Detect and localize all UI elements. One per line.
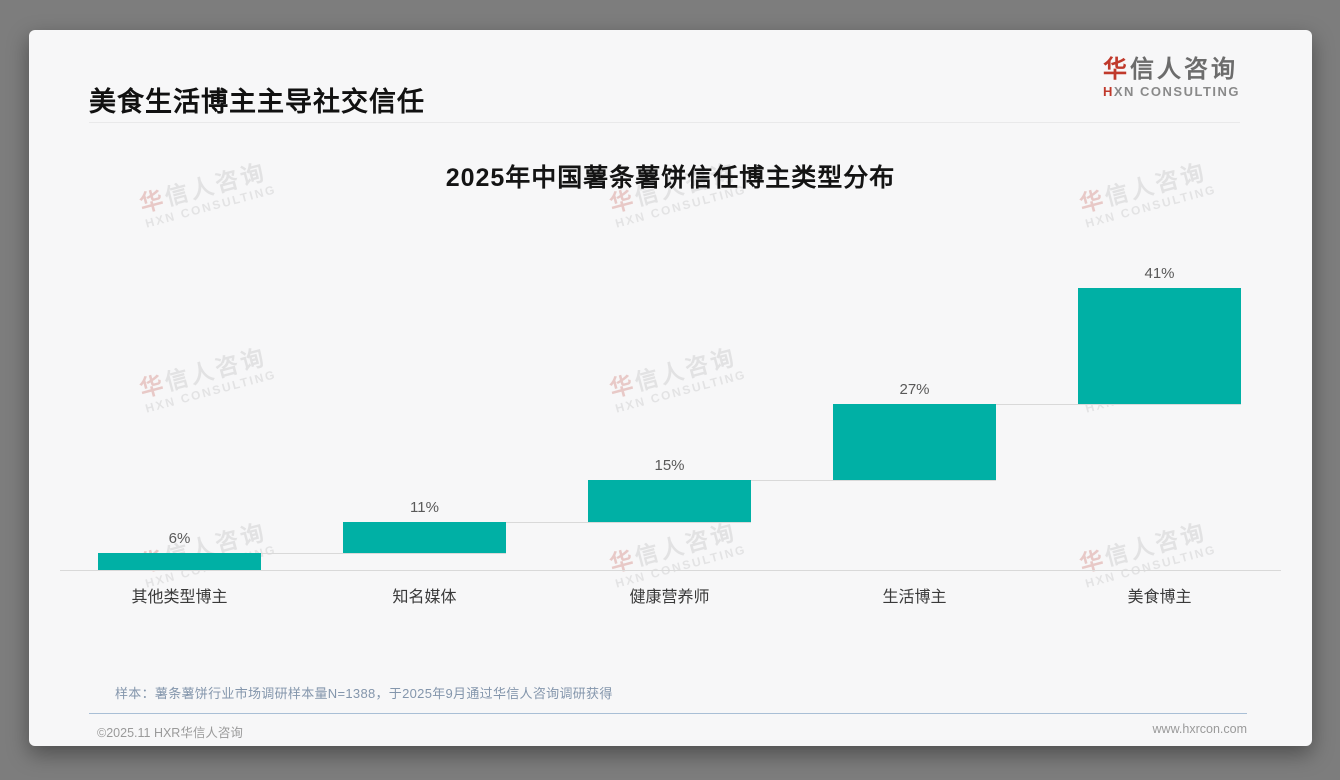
logo-chinese-text: 华信人咨询 xyxy=(1102,56,1238,83)
footer-divider xyxy=(89,713,1247,714)
logo-english-text: HXN CONSULTING xyxy=(1102,84,1240,99)
category-label: 健康营养师 xyxy=(629,589,710,606)
sample-note: 样本：薯条薯饼行业市场调研样本量N=1388，于2025年9月通过华信人咨询调研… xyxy=(115,686,613,701)
company-logo: 华信人咨询 HXN CONSULTING xyxy=(1103,56,1240,100)
step-connector-line xyxy=(996,403,1241,405)
website-link[interactable]: www.hxrcon.com xyxy=(1152,722,1247,736)
category-label: 其他类型博主 xyxy=(131,589,228,606)
category-label: 知名媒体 xyxy=(392,589,457,606)
bar-value-label: 27% xyxy=(899,380,930,398)
waterfall-chart: 6% 其他类型博主 11% 知名媒体 15% 健康营养师 27% 生活博主 41% 美食博主 xyxy=(29,30,1312,746)
step-connector-line xyxy=(751,479,996,481)
step-connector-line xyxy=(506,522,751,524)
chart-bar-4 xyxy=(833,403,996,480)
slide-card: 华信人咨询 HXN CONSULTING 华信人咨询 HXN CONSULTING 华信… xyxy=(29,30,1312,746)
chart-bar-2 xyxy=(343,522,506,554)
page-title: 美食生活博主主导社交信任 xyxy=(89,87,425,117)
bar-value-label: 11% xyxy=(410,499,439,517)
chart-bar-1 xyxy=(98,553,261,570)
chart-bar-5 xyxy=(1078,288,1241,404)
step-connector-line xyxy=(261,553,506,555)
bar-value-label: 41% xyxy=(1144,265,1175,282)
category-label: 美食博主 xyxy=(1127,589,1192,606)
chart-bar-3 xyxy=(588,479,751,523)
chart-title: 2025年中国薯条薯饼信任博主类型分布 xyxy=(445,164,896,192)
bar-value-label: 15% xyxy=(654,456,685,474)
x-axis-baseline xyxy=(60,570,1281,571)
header-divider xyxy=(89,122,1240,123)
copyright-text: ©2025.11 HXR华信人咨询 xyxy=(97,726,243,740)
bar-value-label: 6% xyxy=(168,530,191,548)
category-label: 生活博主 xyxy=(882,589,947,606)
